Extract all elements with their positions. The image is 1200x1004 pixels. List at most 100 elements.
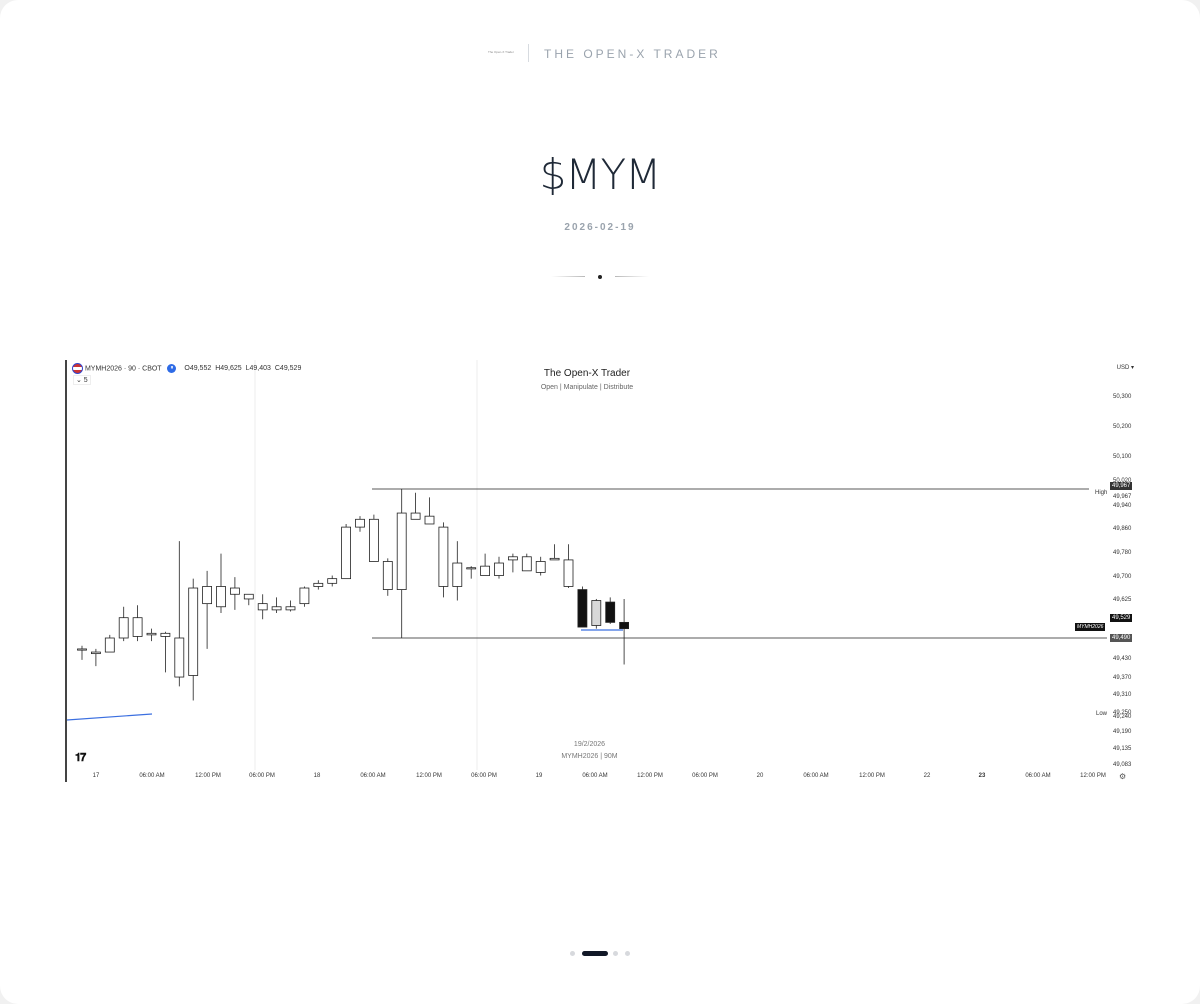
tradingview-logo: 𝟏𝟕 <box>75 752 86 764</box>
time-tick-label: 19 <box>535 773 543 779</box>
legend-high: H49,625 <box>215 365 242 373</box>
high-price-tag: 49,967 <box>1110 482 1133 490</box>
chart-watermark-title: The Open-X Trader <box>543 368 631 379</box>
price-tick-label: 50,300 <box>1113 394 1132 400</box>
exchange-badge-icon: ⏸ <box>167 364 177 373</box>
ornament-dot <box>598 275 602 279</box>
candle-body <box>146 632 157 636</box>
candle-body <box>243 593 254 600</box>
time-tick-label: 06:00 PM <box>249 773 275 779</box>
time-tick-label: 06:00 PM <box>692 773 718 779</box>
symbol-price-tag: MYMH2026 <box>1075 623 1106 631</box>
time-tick-label: 12:00 PM <box>416 773 442 779</box>
legend-symbol: MYMH2026 · 90 · CBOT <box>84 365 162 373</box>
chart-watermark-subtitle: Open | Manipulate | Distribute <box>540 384 634 391</box>
candle-body <box>438 526 449 587</box>
ornament-line-right <box>615 276 649 277</box>
candle-body <box>77 648 87 651</box>
price-tick-label: 49,625 <box>1113 597 1132 603</box>
gear-icon[interactable]: ⚙ <box>1119 772 1127 781</box>
brand-divider <box>528 44 529 62</box>
price-tick-label: 49,250 <box>1113 710 1132 716</box>
price-tick-label: 49,083 <box>1113 762 1132 768</box>
price-tick-label: 50,100 <box>1113 454 1132 460</box>
candle-body <box>521 556 532 572</box>
candle-body <box>118 617 129 639</box>
candle-body <box>368 518 379 562</box>
time-tick-label: 06:00 AM <box>803 773 829 779</box>
candle-body <box>507 556 518 561</box>
candle-body <box>216 586 226 608</box>
time-tick-label: 18 <box>313 773 321 779</box>
legend-close: C49,529 <box>274 365 302 373</box>
price-tick-label: 49,430 <box>1113 656 1132 662</box>
candle-body <box>188 587 199 676</box>
pager-dot-1[interactable] <box>570 951 575 956</box>
low-level-label: Low <box>1096 711 1108 717</box>
price-chart[interactable]: MYMH2026 · 90 · CBOT ⏸ O49,552 H49,625 L… <box>65 360 1138 782</box>
pager-dot-4[interactable] <box>625 951 630 956</box>
candle-body <box>619 621 629 630</box>
brand-logo-text: The Open-X Trader <box>488 50 514 54</box>
last-price-tag: 49,529 <box>1110 614 1133 622</box>
brand-name: THE OPEN-X TRADER <box>544 47 721 61</box>
candle-body <box>174 637 185 678</box>
candle-body <box>299 587 310 605</box>
time-tick-label: 22 <box>923 773 931 779</box>
candle-body <box>160 632 171 637</box>
legend-open: O49,552 <box>184 365 212 373</box>
candle-body <box>271 606 282 611</box>
time-tick-label: 20 <box>756 773 764 779</box>
candle-body <box>452 562 463 587</box>
indicator-collapse-button[interactable]: ⌄ 5 <box>73 375 91 385</box>
chart-canvas[interactable] <box>67 360 1138 782</box>
price-tick-label: 50,200 <box>1113 424 1132 430</box>
candle-body <box>396 512 407 590</box>
candle-body <box>410 512 421 520</box>
candle-body <box>341 526 352 580</box>
legend-low: L49,403 <box>245 365 271 373</box>
time-tick-label: 23 <box>978 773 986 779</box>
pager-dot-2[interactable] <box>582 951 608 956</box>
price-tick-label: 49,135 <box>1113 746 1132 752</box>
brand-header: The Open-X Trader THE OPEN-X TRADER <box>0 44 1200 64</box>
time-tick-label: 12:00 PM <box>195 773 221 779</box>
price-tick-label: 49,240 <box>1113 714 1132 720</box>
candle-body <box>202 586 213 605</box>
price-tick-label: 49,967 <box>1113 494 1132 500</box>
pager-dot-3[interactable] <box>613 951 618 956</box>
price-tick-label: 49,310 <box>1113 692 1132 698</box>
time-tick-label: 06:00 AM <box>582 773 608 779</box>
candle-body <box>480 565 491 576</box>
time-tick-label: 12:00 PM <box>637 773 663 779</box>
candle-body <box>549 557 560 561</box>
currency-selector[interactable]: USD ▾ <box>1116 365 1134 371</box>
high-level-label: High <box>1095 490 1108 496</box>
time-tick-label: 06:00 PM <box>471 773 497 779</box>
price-tick-label: 49,780 <box>1113 550 1132 556</box>
annotation-date: 19/2/2026 <box>573 741 606 748</box>
price-tick-label: 49,370 <box>1113 675 1132 681</box>
candle-body <box>382 561 393 590</box>
candle-body <box>591 600 602 626</box>
price-tick-label: 49,190 <box>1113 729 1132 735</box>
candle-body <box>313 582 324 587</box>
us-flag-icon <box>72 363 83 374</box>
candle-body <box>494 562 504 576</box>
candle-body <box>327 578 338 584</box>
time-tick-label: 06:00 AM <box>139 773 165 779</box>
report-date: 2026-02-19 <box>564 222 636 233</box>
candle-body <box>229 587 240 595</box>
candle-body <box>563 559 574 587</box>
candle-body <box>466 567 477 570</box>
candle-body <box>90 651 101 655</box>
candle-body <box>577 589 588 628</box>
candle-body <box>424 515 435 525</box>
candle-body <box>605 601 616 623</box>
price-tick-label: 49,940 <box>1113 503 1132 509</box>
price-tick-label: 49,860 <box>1113 526 1132 532</box>
time-tick-label: 06:00 AM <box>360 773 386 779</box>
time-tick-label: 12:00 PM <box>859 773 885 779</box>
time-tick-label: 12:00 PM <box>1080 773 1106 779</box>
